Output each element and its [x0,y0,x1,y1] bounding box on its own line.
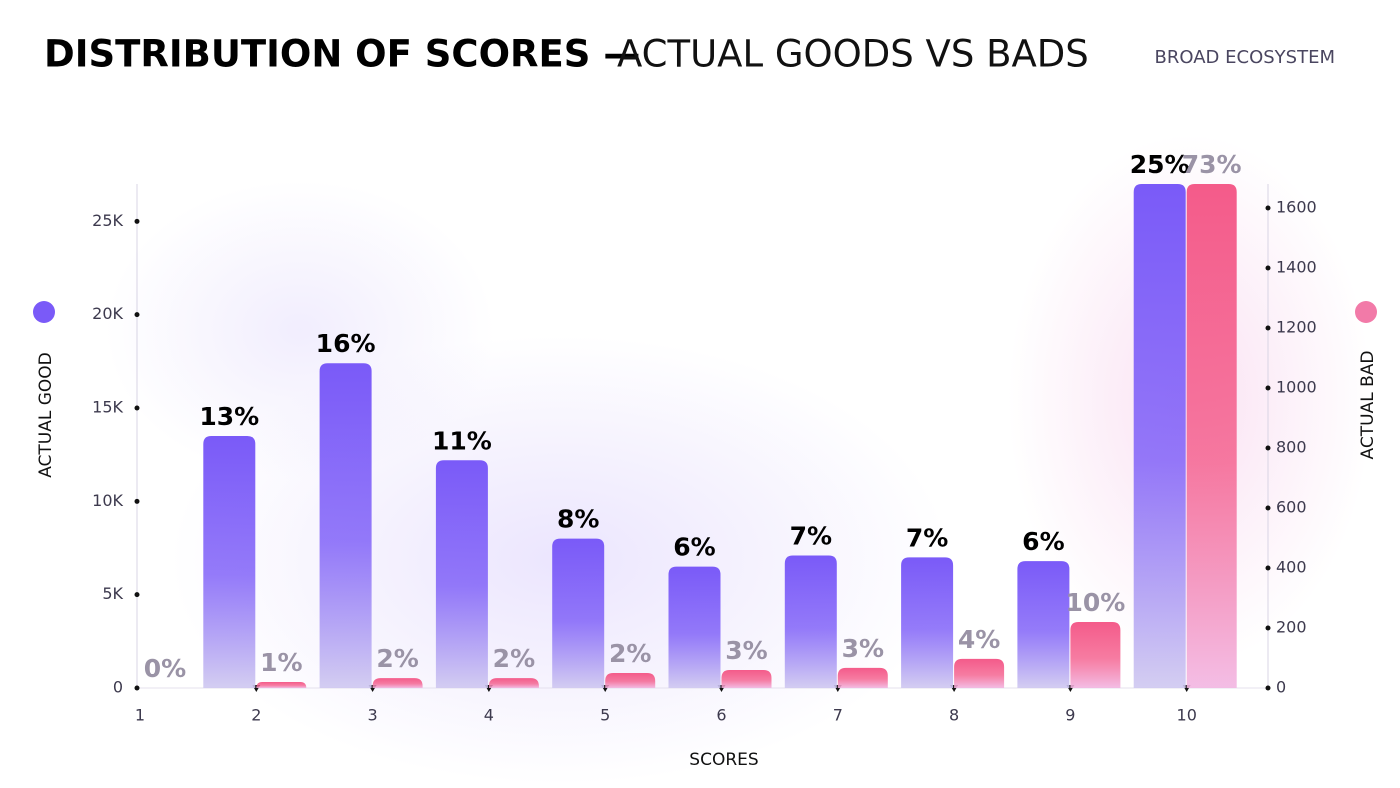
y-tick-mark [134,405,140,411]
bad-data-label: 0% [144,654,186,683]
good-data-label: 7% [790,521,832,550]
good-bar [203,436,256,688]
x-tick-label: 2 [251,706,261,725]
legend-dot-good [33,301,55,323]
good-bar [668,566,721,688]
good-bar [319,363,372,688]
good-data-label: 7% [906,523,948,552]
good-data-label: 11% [432,426,492,455]
bad-bar [372,678,423,688]
y2-tick-mark [1265,565,1271,571]
bad-data-label: 3% [842,634,884,663]
y-tick-mark [134,592,140,598]
bad-data-label: 3% [725,636,767,665]
bad-bar [721,670,772,688]
x-tick-label: 9 [1065,706,1075,725]
y2-tick-mark [1265,265,1271,271]
bad-bar [605,673,656,688]
y-tick-mark [134,312,140,318]
y2-tick-label: 200 [1276,618,1307,637]
y2-tick-mark [1265,325,1271,331]
x-tick-label: 4 [484,706,494,725]
y2-tick-label: 0 [1276,678,1286,697]
x-tick-label: 10 [1177,706,1197,725]
x-tick-label: 3 [368,706,378,725]
y2-tick-label: 400 [1276,558,1307,577]
bad-bar [837,667,888,688]
y2-axis-label: ACTUAL BAD [1358,351,1378,460]
y2-tick-label: 800 [1276,438,1307,457]
x-tick-label: 7 [833,706,843,725]
bad-data-label: 4% [958,625,1000,654]
y2-tick-label: 1000 [1276,378,1317,397]
x-tick-label: 8 [949,706,959,725]
y2-tick-mark [1265,385,1271,391]
y-tick-label: 20K [92,304,123,323]
good-bar [901,557,954,688]
y-tick-label: 25K [92,211,123,230]
y2-tick-label: 1400 [1276,258,1317,277]
x-tick-label: 1 [135,706,145,725]
y-tick-mark [134,685,140,691]
bad-data-label: 2% [493,644,535,673]
good-bar [435,460,488,688]
y2-tick-mark [1265,625,1271,631]
bad-bar [1070,622,1121,688]
y-tick-label: 10K [92,491,123,510]
y2-tick-mark [1265,205,1271,211]
chart-subtitle: ACTUAL GOODS VS BADS [617,33,1089,76]
good-bar [1017,561,1070,688]
bad-bar [256,682,307,688]
y-tick-label: 15K [92,398,123,417]
bad-data-label: 10% [1065,588,1125,617]
good-data-label: 16% [316,329,376,358]
y2-tick-label: 1200 [1276,318,1317,337]
good-data-label: 6% [673,533,715,562]
bad-data-label: 73% [1182,150,1242,179]
y2-tick-mark [1265,445,1271,451]
good-data-label: 8% [557,505,599,534]
good-bar [552,538,605,688]
x-axis-label: SCORES [689,750,758,770]
good-bar [1133,184,1186,688]
y2-tick-mark [1265,685,1271,691]
good-data-label: 25% [1130,150,1190,179]
good-data-label: 13% [199,402,259,431]
bad-bar [954,658,1005,688]
bad-bar [1186,184,1237,688]
bad-bar [488,678,539,688]
good-bar [784,555,837,688]
bad-data-label: 1% [260,648,302,677]
y2-tick-label: 1600 [1276,198,1317,217]
y-tick-label: 0 [113,678,123,697]
y2-tick-mark [1265,505,1271,511]
chart-title: DISTRIBUTION OF SCORES — [44,33,640,76]
y2-tick-label: 600 [1276,498,1307,517]
y-tick-mark [134,498,140,504]
bad-data-label: 2% [376,644,418,673]
good-data-label: 6% [1022,527,1064,556]
x-tick-label: 5 [600,706,610,725]
y-tick-mark [134,218,140,224]
bad-data-label: 2% [609,639,651,668]
legend-dot-bad [1355,301,1377,323]
chart-tag: BROAD ECOSYSTEM [1155,47,1335,68]
y-tick-label: 5K [102,584,123,603]
y-axis-label: ACTUAL GOOD [36,352,56,478]
x-tick-label: 6 [716,706,726,725]
